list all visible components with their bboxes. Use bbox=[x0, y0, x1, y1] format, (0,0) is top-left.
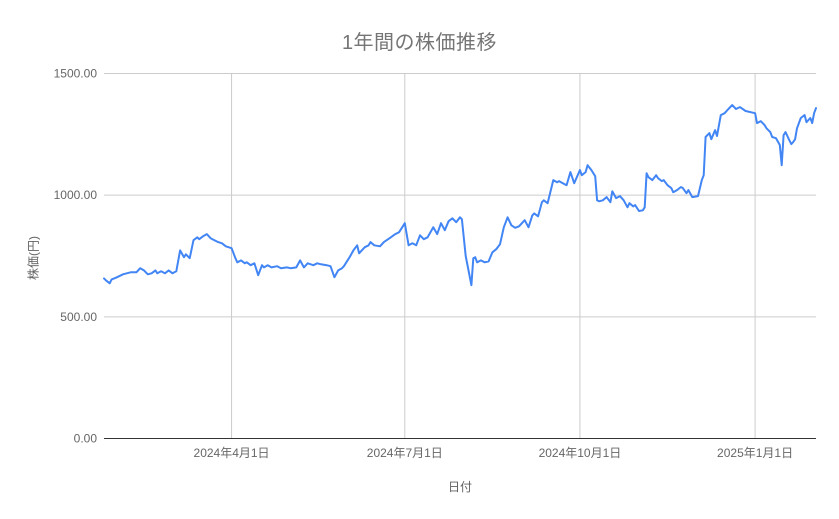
x-tick-label: 2024年7月1日 bbox=[367, 446, 443, 460]
y-tick-label: 0.00 bbox=[74, 432, 98, 446]
x-tick-label: 2024年4月1日 bbox=[194, 446, 270, 460]
x-tick-label: 2025年1月1日 bbox=[717, 446, 793, 460]
price-line-series bbox=[103, 104, 817, 287]
x-tick-label: 2024年10月1日 bbox=[539, 446, 622, 460]
chart-title: 1年間の株価推移 bbox=[341, 32, 498, 54]
y-tick-label: 1500.00 bbox=[54, 67, 98, 81]
y-tick-label: 500.00 bbox=[60, 310, 97, 324]
y-tick-label: 1000.00 bbox=[54, 188, 98, 202]
x-axis-title: 日付 bbox=[447, 480, 472, 494]
